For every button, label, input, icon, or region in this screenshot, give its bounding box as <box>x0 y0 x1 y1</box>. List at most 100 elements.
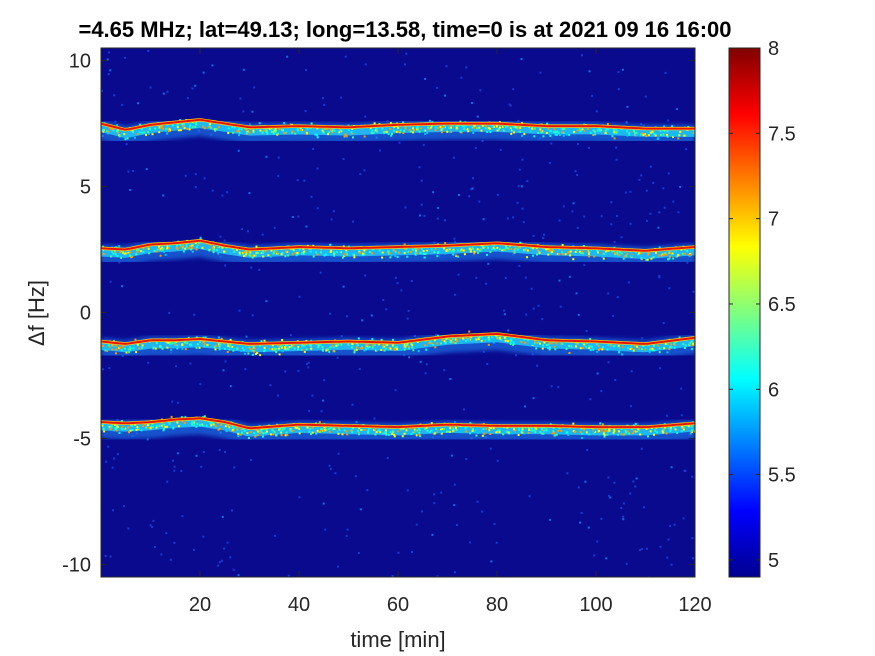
noise-speckle <box>320 410 323 413</box>
trace-speckle <box>667 258 670 261</box>
trace-speckle <box>340 343 343 346</box>
trace-speckle <box>183 123 186 126</box>
trace-speckle <box>631 251 634 254</box>
y-tick-label: 5 <box>80 177 91 199</box>
trace-speckle <box>487 247 490 250</box>
noise-speckle <box>558 219 561 222</box>
trace-speckle <box>373 344 376 347</box>
trace-speckle <box>504 245 507 248</box>
noise-speckle <box>146 438 149 441</box>
noise-speckle <box>479 89 482 92</box>
trace-speckle <box>291 130 294 133</box>
noise-speckle <box>550 385 553 388</box>
trace-speckle <box>294 426 297 429</box>
trace-speckle <box>594 430 597 433</box>
trace-speckle <box>161 246 164 249</box>
trace-speckle <box>407 250 410 253</box>
trace-speckle <box>343 253 346 256</box>
trace-speckle <box>623 255 626 258</box>
trace-speckle <box>296 251 299 254</box>
noise-speckle <box>658 274 661 277</box>
trace-speckle <box>466 128 469 131</box>
trace-speckle <box>462 337 465 340</box>
trace-speckle <box>448 125 451 128</box>
trace-speckle <box>114 253 117 256</box>
trace-speckle <box>560 429 563 432</box>
trace-speckle <box>516 250 519 253</box>
trace-speckle <box>473 252 476 255</box>
trace-speckle <box>316 429 319 432</box>
trace-speckle <box>249 348 252 350</box>
noise-speckle <box>507 329 510 332</box>
noise-speckle <box>600 390 603 393</box>
trace-speckle <box>151 133 154 136</box>
trace-speckle <box>217 343 220 346</box>
trace-speckle <box>686 250 689 253</box>
noise-speckle <box>532 234 535 237</box>
trace-speckle <box>190 248 193 251</box>
trace-speckle <box>127 426 130 429</box>
trace-speckle <box>107 130 110 133</box>
trace-speckle <box>608 428 611 431</box>
trace-speckle <box>516 126 519 129</box>
trace-speckle <box>613 129 616 132</box>
noise-speckle <box>108 367 111 369</box>
trace-speckle <box>680 430 683 433</box>
trace-speckle <box>259 354 262 357</box>
trace-speckle <box>217 245 219 248</box>
noise-speckle <box>406 317 409 320</box>
trace-speckle <box>183 127 186 129</box>
noise-speckle <box>625 562 628 565</box>
trace-speckle <box>350 131 353 134</box>
trace-speckle <box>478 126 481 129</box>
trace-speckle <box>430 429 433 432</box>
trace-speckle <box>281 350 284 353</box>
trace-speckle <box>129 348 132 351</box>
trace-speckle <box>194 344 197 347</box>
trace-speckle <box>203 345 206 348</box>
noise-speckle <box>549 518 551 521</box>
trace-speckle <box>353 349 356 352</box>
noise-speckle <box>634 485 637 488</box>
trace-speckle <box>493 248 496 251</box>
trace-speckle <box>192 421 195 424</box>
noise-speckle <box>386 120 389 123</box>
trace-speckle <box>203 415 206 418</box>
trace-speckle <box>569 131 572 134</box>
noise-speckle <box>411 551 413 553</box>
trace-speckle <box>309 127 312 130</box>
noise-speckle <box>305 69 307 72</box>
trace-speckle <box>517 246 520 249</box>
trace-speckle <box>260 252 263 254</box>
trace-speckle <box>418 130 421 133</box>
trace-speckle <box>618 254 621 257</box>
trace-speckle <box>341 256 344 259</box>
trace-speckle <box>262 252 265 254</box>
trace-speckle <box>662 133 665 136</box>
trace-speckle <box>196 343 199 346</box>
trace-speckle <box>659 130 662 133</box>
trace-speckle <box>212 251 215 254</box>
trace-speckle <box>632 130 635 133</box>
trace-speckle <box>692 342 695 345</box>
trace-speckle <box>392 338 394 341</box>
trace-speckle <box>592 431 595 434</box>
trace-speckle <box>332 345 335 348</box>
trace-speckle <box>416 341 419 343</box>
trace-speckle <box>511 432 513 435</box>
noise-speckle <box>173 465 176 468</box>
trace-speckle <box>384 431 387 434</box>
trace-speckle <box>575 342 578 345</box>
trace-speckle <box>674 428 677 431</box>
trace-speckle <box>415 342 418 345</box>
trace-speckle <box>317 346 320 349</box>
trace-speckle <box>189 123 192 126</box>
trace-speckle <box>236 347 239 350</box>
trace-speckle <box>594 130 596 133</box>
trace-speckle <box>403 432 406 435</box>
noise-speckle <box>520 185 523 188</box>
trace-speckle <box>238 130 240 133</box>
trace-speckle <box>654 134 657 137</box>
trace-speckle <box>408 129 411 131</box>
trace-speckle <box>552 426 555 429</box>
